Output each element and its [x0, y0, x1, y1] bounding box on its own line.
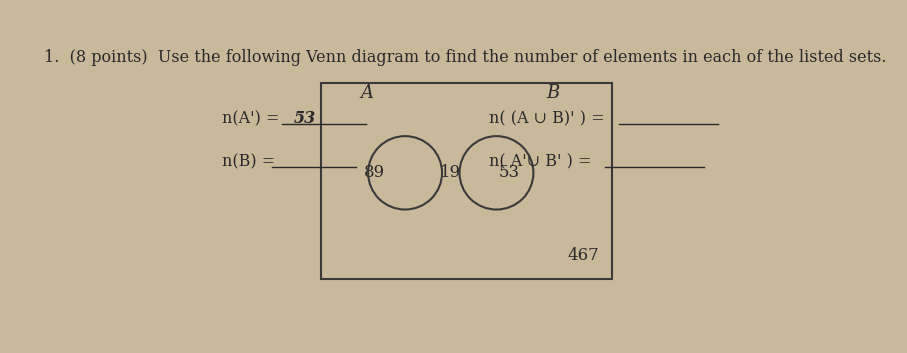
Text: 467: 467	[567, 247, 599, 264]
Text: 89: 89	[365, 164, 385, 181]
Text: 53: 53	[499, 164, 520, 181]
Text: A: A	[360, 84, 373, 102]
Text: n(A') =: n(A') =	[222, 110, 285, 127]
Text: n(B) =: n(B) =	[222, 154, 280, 170]
Text: n( (A ∪ B)' ) =: n( (A ∪ B)' ) =	[490, 110, 610, 127]
Text: 53: 53	[294, 110, 316, 127]
Text: B: B	[546, 84, 560, 102]
Text: n( A'∪ B' ) =: n( A'∪ B' ) =	[490, 154, 597, 170]
Bar	[321, 83, 612, 279]
Text: 1.  (8 points)  Use the following Venn diagram to find the number of elements in: 1. (8 points) Use the following Venn dia…	[44, 49, 886, 66]
Text: 19: 19	[440, 164, 462, 181]
